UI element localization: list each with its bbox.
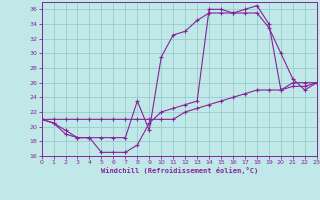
X-axis label: Windchill (Refroidissement éolien,°C): Windchill (Refroidissement éolien,°C)	[100, 167, 258, 174]
